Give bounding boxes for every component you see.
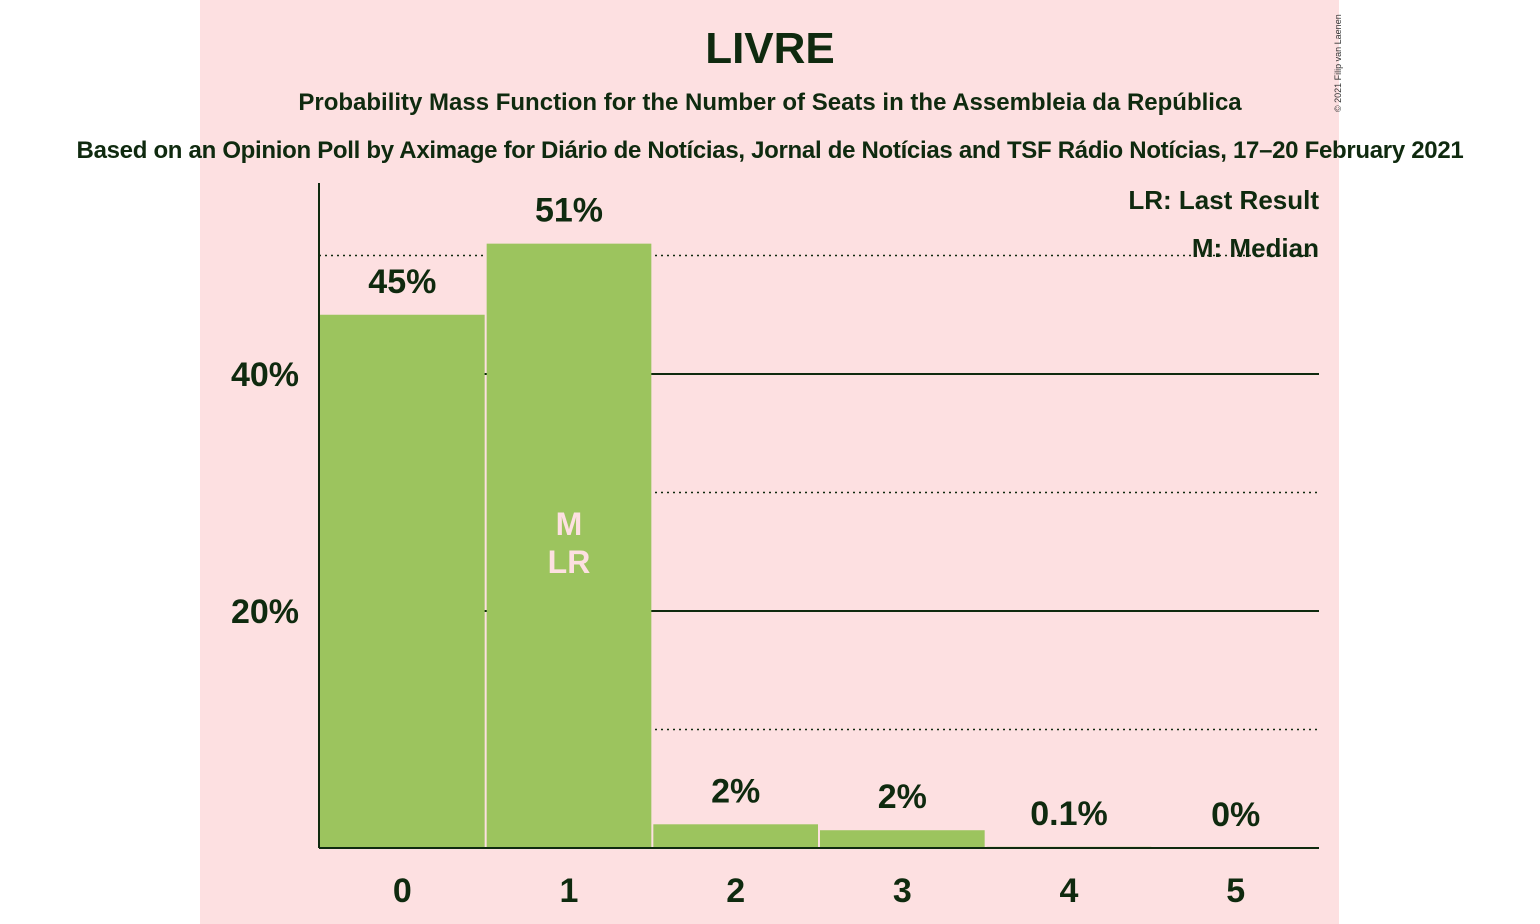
bar <box>320 314 485 848</box>
chart-title: LIVRE <box>705 24 835 73</box>
x-tick-label: 0 <box>393 872 412 910</box>
data-label: 0.1% <box>1030 795 1108 833</box>
chart-source: Based on an Opinion Poll by Aximage for … <box>76 137 1464 164</box>
x-tick-label: 1 <box>560 872 579 910</box>
y-tick-label: 20% <box>231 593 299 631</box>
bar-marker-label: LR <box>548 544 591 580</box>
bar <box>820 830 985 848</box>
x-tick-label: 3 <box>893 872 912 910</box>
x-tick-label: 2 <box>726 872 745 910</box>
data-label: 2% <box>878 778 927 816</box>
data-label: 51% <box>535 192 603 230</box>
legend-median: M: Median <box>1191 233 1319 263</box>
data-label: 0% <box>1211 796 1260 834</box>
data-label: 45% <box>368 263 436 301</box>
x-tick-label: 5 <box>1226 872 1245 910</box>
bar <box>486 243 652 848</box>
bar-marker-label: M <box>556 506 583 542</box>
y-tick-label: 40% <box>231 356 299 394</box>
chart-subtitle: Probability Mass Function for the Number… <box>298 89 1242 116</box>
x-tick-label: 4 <box>1060 872 1079 910</box>
data-label: 2% <box>711 772 760 810</box>
legend-last-result: LR: Last Result <box>1128 185 1319 215</box>
bar <box>653 824 818 848</box>
